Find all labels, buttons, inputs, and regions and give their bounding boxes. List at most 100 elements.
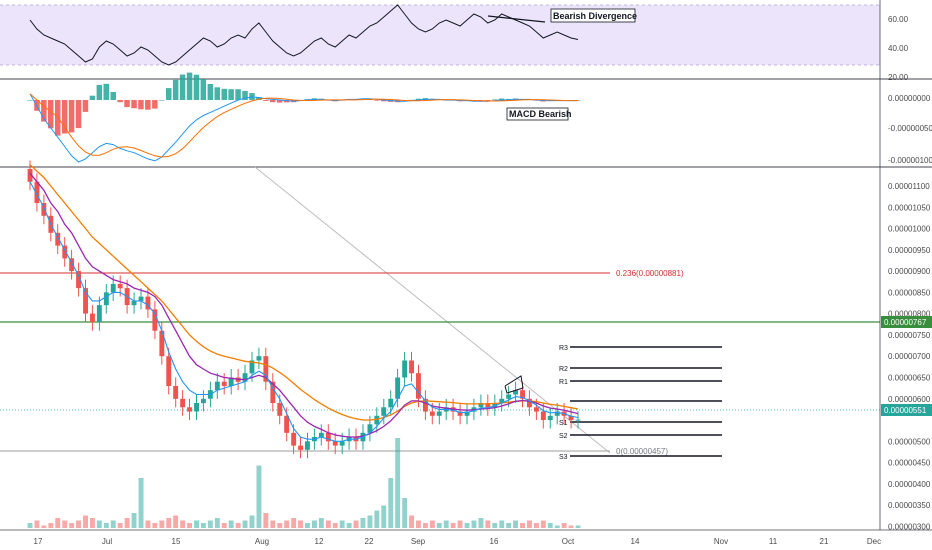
price-axis-label: 0.00000950: [888, 246, 931, 255]
macd-histogram-bar: [200, 79, 207, 100]
volume-bar: [554, 525, 560, 528]
macd-histogram-bar: [498, 98, 505, 100]
macd-histogram-bar: [186, 72, 193, 100]
volume-bar: [360, 518, 366, 528]
macd-histogram-bar: [381, 100, 387, 102]
price-axis-label: 0.00000700: [888, 352, 931, 361]
candle-body: [547, 415, 553, 421]
macd-histogram-bar: [96, 84, 103, 100]
macd-annotation-box: [506, 107, 569, 121]
ema-slow-line: [29, 164, 579, 421]
macd-histogram-bar: [82, 100, 89, 112]
candle-body: [339, 441, 345, 446]
volume-bar: [131, 513, 137, 528]
price-pane[interactable]: 0.236(0.00000881) 0(0.00000457) R3 R2 R1…: [0, 160, 932, 532]
time-axis-label: 17: [34, 537, 43, 546]
candle-body: [96, 305, 102, 323]
volume-bar: [429, 520, 435, 528]
price-axis-label: 0.00000750: [888, 331, 931, 340]
fib-0.236-label: 0.236(0.00000881): [616, 269, 684, 278]
time-axis-label: 15: [172, 537, 181, 546]
current-price-tag: 0.00000551: [884, 406, 927, 415]
time-axis-label: 22: [365, 537, 374, 546]
volume-bar: [312, 520, 317, 528]
price-axis-label: 0.00000450: [888, 459, 931, 468]
candle-body: [367, 424, 373, 433]
pivot-r3-label: R3: [559, 345, 568, 352]
price-axis[interactable]: 0.00001100 0.00001050 0.00001000 0.00000950…: [888, 182, 931, 531]
candle-body: [256, 356, 262, 361]
candle-body: [464, 411, 470, 416]
price-axis-label: 0.00000850: [888, 288, 931, 297]
macd-histogram-bar: [193, 74, 200, 100]
candle-body: [416, 373, 421, 399]
candle-body: [242, 373, 248, 382]
volume-bar: [499, 520, 505, 528]
macd-histogram-bar: [276, 100, 283, 103]
volume-bar: [83, 515, 88, 528]
macd-line: [29, 93, 578, 163]
candle-body: [83, 288, 88, 314]
rsi-band: [0, 5, 880, 65]
volume-bar: [534, 523, 539, 528]
volume-bar: [180, 520, 186, 528]
candle-body: [325, 432, 331, 442]
volume-bar: [443, 520, 449, 528]
volume-bar: [124, 518, 130, 528]
macd-pane[interactable]: MACD Bearish 0.00000000 -0.00000050 -0.0…: [27, 72, 932, 165]
volume-bar: [201, 523, 206, 528]
candle-body: [270, 381, 276, 403]
volume-bar: [173, 515, 179, 528]
volume-bar: [353, 520, 359, 528]
rsi-axis-label-60: 60.00: [888, 15, 909, 24]
volume-bar: [416, 520, 421, 528]
volume-bar: [492, 523, 498, 528]
macd-histogram-bar: [48, 100, 54, 129]
candle-body: [554, 411, 560, 416]
candle-body: [485, 403, 491, 408]
volume-bar: [457, 520, 463, 528]
macd-histogram-bar: [152, 100, 158, 109]
pivot-levels: R3 R2 R1 S1 S2 S3: [559, 345, 722, 461]
channel-drawing[interactable]: [504, 375, 524, 394]
volume-bar: [27, 523, 33, 528]
macd-histogram-bar: [131, 100, 137, 109]
pivot-s1-label: S1: [559, 420, 568, 427]
candle-body: [152, 309, 158, 331]
volume-bar: [332, 523, 338, 528]
macd-histogram-bar: [166, 88, 172, 100]
rsi-axis-label-20: 20.00: [888, 73, 909, 82]
candle-body: [103, 292, 109, 306]
macd-histogram-bar: [270, 100, 276, 103]
rsi-pane[interactable]: Bearish Divergence 60.00 40.00 20.00: [0, 4, 909, 82]
volume-bar: [270, 520, 276, 528]
price-axis-label: 0.00000350: [888, 501, 931, 510]
pivot-r1-label: R1: [559, 379, 568, 386]
candle-body: [429, 411, 435, 416]
volume-bar: [346, 523, 352, 528]
macd-histogram-bar: [235, 89, 241, 100]
volume-bar: [381, 505, 387, 528]
macd-axis-label-50: -0.00000050: [888, 124, 932, 133]
time-axis[interactable]: 17 Jul 15 Aug 12 22 Sep 16 Oct 14 Nov 11 21 Dec: [34, 537, 882, 546]
volume-bar: [409, 515, 414, 528]
candle-body: [201, 398, 206, 404]
macd-histogram-bar: [159, 100, 165, 101]
volume-bar: [256, 465, 262, 528]
volume-bar: [402, 498, 408, 528]
macd-histogram-bar: [75, 100, 82, 129]
price-axis-label: 0.00000500: [888, 437, 931, 446]
time-axis-label: Aug: [255, 537, 269, 546]
volume-bar: [194, 520, 199, 528]
volume-bar: [464, 523, 470, 528]
trendline[interactable]: [254, 166, 611, 454]
volume-bar: [318, 518, 324, 528]
volume-bar: [69, 523, 75, 528]
time-axis-label: 12: [315, 537, 324, 546]
macd-histogram-bar: [505, 98, 512, 100]
volume-bar: [242, 520, 248, 528]
macd-annotation: MACD Bearish: [509, 109, 572, 119]
rsi-annotation: Bearish Divergence: [553, 11, 637, 21]
